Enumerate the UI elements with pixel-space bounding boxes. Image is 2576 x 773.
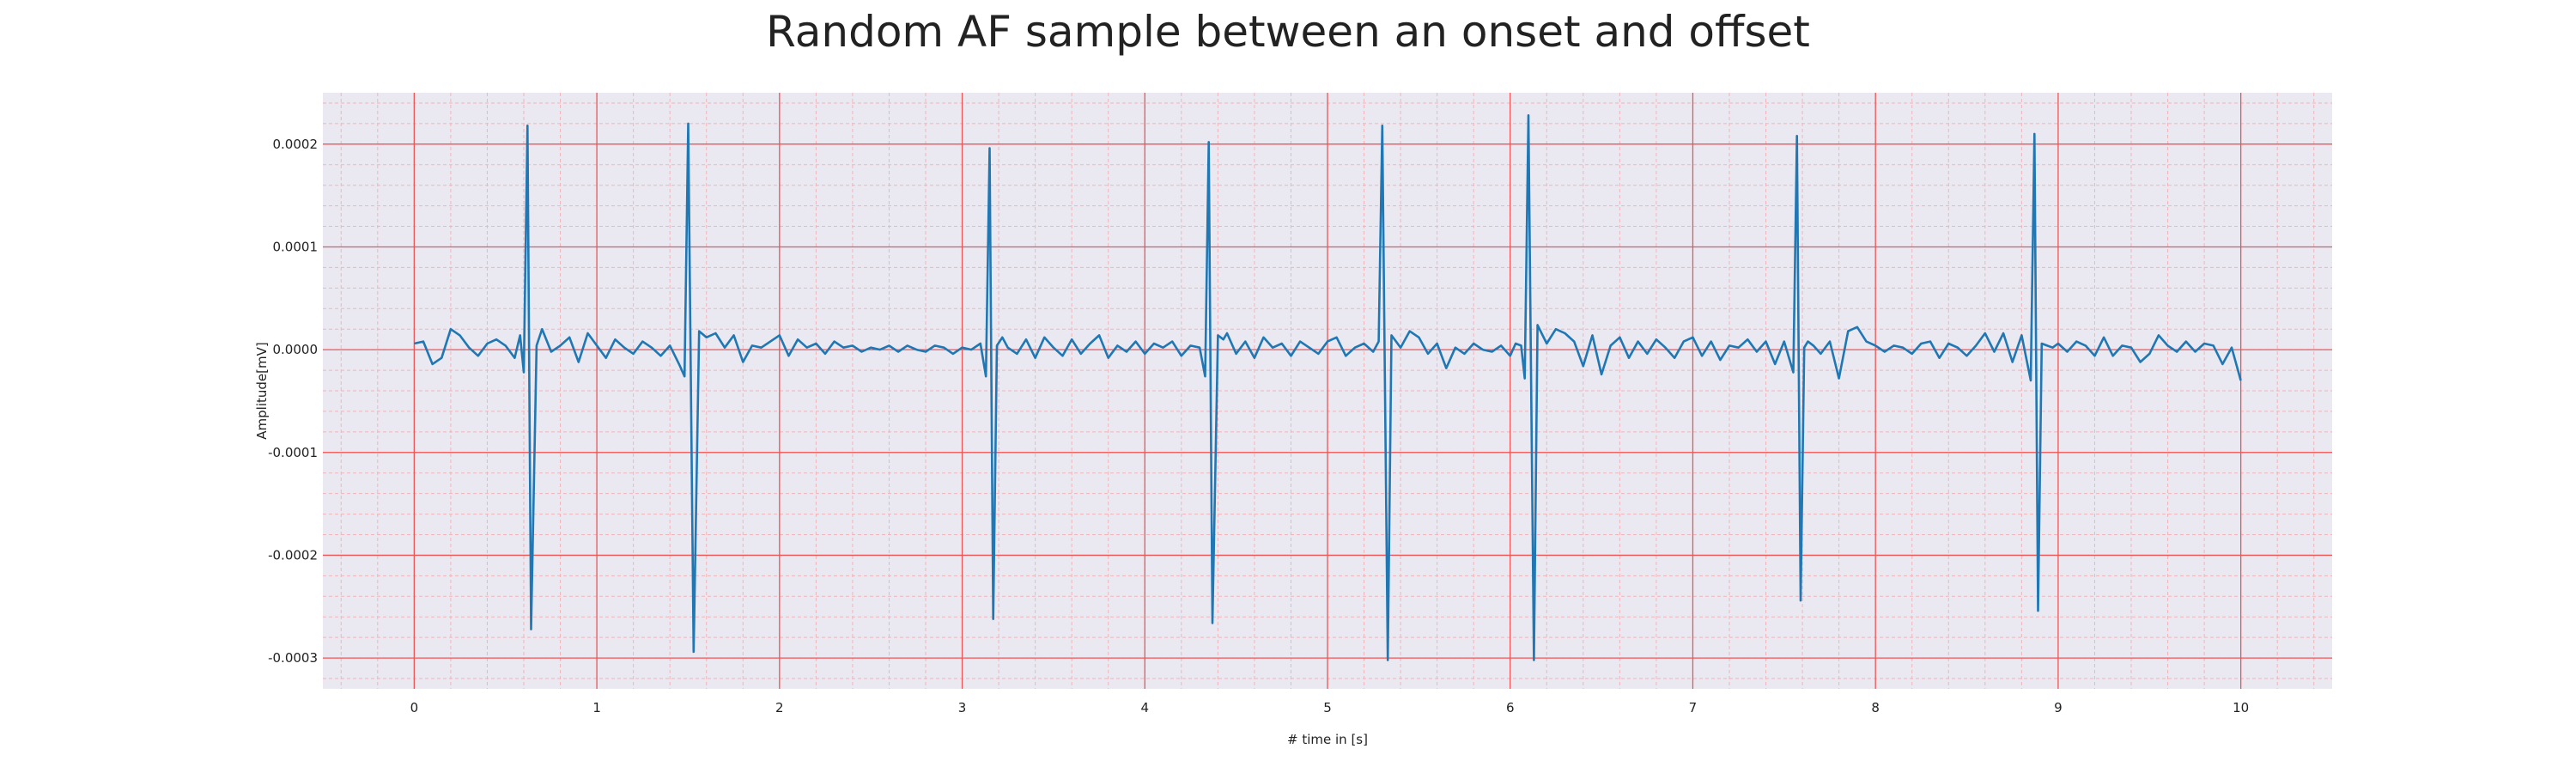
y-axis-label: Amplitude[mV] xyxy=(254,342,270,439)
x-tick-label: 4 xyxy=(1140,700,1149,715)
x-tick-label: 7 xyxy=(1689,700,1698,715)
x-axis-ticks: 0 1 2 3 4 5 6 7 8 9 10 xyxy=(410,700,2250,715)
chart-title: Random AF sample between an onset and of… xyxy=(766,7,1810,57)
x-tick-label: 5 xyxy=(1323,700,1332,715)
y-tick-label: 0.0002 xyxy=(273,137,319,152)
y-axis-ticks: 0.0002 0.0001 0.0000 -0.0001 -0.0002 -0.0003 xyxy=(268,137,318,666)
major-grid xyxy=(323,93,2332,689)
series-group xyxy=(414,114,2242,661)
x-tick-label: 2 xyxy=(775,700,784,715)
y-tick-label: 0.0001 xyxy=(273,239,319,254)
x-tick-label: 10 xyxy=(2233,700,2249,715)
ecg-line xyxy=(414,114,2242,661)
y-tick-label: -0.0003 xyxy=(268,650,318,666)
x-axis-label: # time in [s] xyxy=(1287,732,1368,747)
x-tick-label: 1 xyxy=(592,700,601,715)
y-tick-label: 0.0000 xyxy=(273,342,319,357)
x-tick-label: 9 xyxy=(2054,700,2063,715)
y-tick-label: -0.0001 xyxy=(268,445,318,460)
y-tick-label: -0.0002 xyxy=(268,547,318,563)
x-tick-label: 0 xyxy=(410,700,419,715)
x-tick-label: 3 xyxy=(958,700,967,715)
x-tick-label: 8 xyxy=(1871,700,1880,715)
x-tick-label: 6 xyxy=(1506,700,1515,715)
